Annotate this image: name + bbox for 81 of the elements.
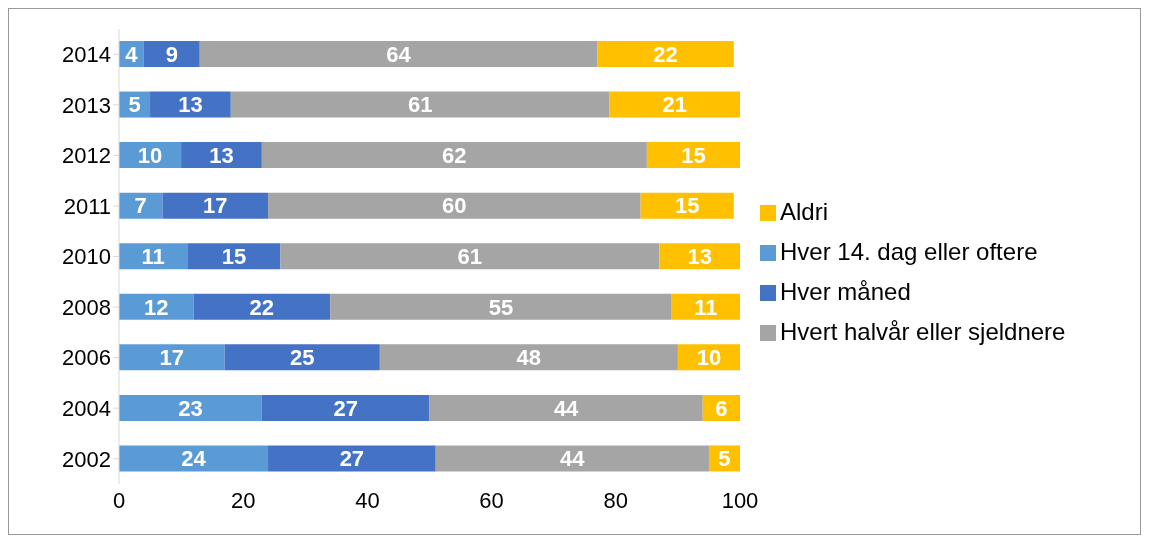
bar	[150, 91, 231, 118]
y-tick-label: 2010	[62, 244, 111, 270]
legend-label: Hvert halvår eller sjeldnere	[780, 317, 1066, 345]
y-tick-label: 2008	[62, 294, 111, 320]
y-tick-label: 2012	[62, 143, 111, 169]
data-label: 27	[339, 446, 365, 472]
bar	[640, 192, 734, 219]
y-tick-label: 2006	[62, 345, 111, 371]
y-tick-label: 2011	[63, 193, 111, 219]
y-tick-label: 2004	[62, 395, 111, 421]
bar	[659, 243, 740, 270]
bar	[119, 344, 225, 371]
legend-label: Hver måned	[780, 277, 911, 305]
data-label: 44	[553, 395, 580, 421]
data-label: 60	[442, 193, 467, 219]
bar	[597, 41, 734, 67]
data-label: 22	[249, 294, 275, 320]
bar	[261, 142, 647, 169]
data-label: 13	[178, 92, 203, 118]
data-label: 4	[125, 41, 139, 67]
data-label: 21	[662, 92, 688, 118]
x-tick-label: 60	[479, 487, 504, 513]
bar	[646, 142, 740, 169]
bar	[280, 243, 660, 270]
bar	[187, 243, 281, 270]
x-tick-label: 20	[230, 487, 256, 513]
x-tick-label: 100	[721, 487, 759, 513]
bar	[230, 91, 610, 118]
bar	[224, 344, 380, 371]
data-label: 15	[681, 142, 706, 168]
data-label: 17	[203, 193, 228, 219]
data-label: 10	[137, 142, 163, 168]
bar	[193, 293, 331, 320]
data-label: 55	[488, 294, 514, 320]
data-label: 7	[134, 193, 147, 219]
bar	[609, 91, 740, 118]
bar	[330, 293, 672, 320]
y-tick-label: 2002	[62, 446, 111, 472]
x-tick-label: 40	[355, 487, 380, 513]
bar	[379, 344, 678, 371]
data-label: 25	[289, 345, 315, 371]
data-label: 48	[516, 345, 542, 371]
data-label: 61	[407, 92, 433, 118]
bar	[143, 41, 200, 67]
data-label: 62	[442, 142, 467, 168]
bar	[119, 445, 269, 472]
y-tick-label: 2014	[62, 42, 111, 68]
bar	[429, 394, 703, 421]
data-label: 17	[159, 345, 185, 371]
data-label: 15	[221, 244, 247, 270]
data-label: 15	[674, 193, 700, 219]
x-tick-label: 0	[112, 487, 126, 513]
bar	[199, 41, 598, 67]
data-label: 27	[333, 395, 358, 421]
data-label: 13	[209, 142, 234, 168]
data-label: 5	[718, 446, 731, 472]
bar	[268, 192, 641, 219]
legend-label: Aldri	[780, 197, 829, 225]
data-label: 61	[457, 244, 483, 270]
bar	[181, 142, 262, 169]
data-label: 13	[687, 244, 712, 270]
y-tick-label: 2013	[62, 92, 111, 118]
legend-label: Hver 14. dag eller oftere	[780, 237, 1038, 265]
data-label: 44	[560, 446, 586, 472]
data-label: 24	[181, 446, 207, 472]
data-label: 12	[144, 294, 169, 320]
data-label: 11	[694, 294, 718, 320]
data-label: 23	[178, 395, 203, 421]
data-label: 64	[386, 41, 412, 67]
x-tick-label: 80	[603, 487, 629, 513]
bar	[119, 394, 262, 421]
data-label: 5	[128, 92, 141, 118]
data-label: 6	[715, 395, 728, 421]
bar	[261, 394, 430, 421]
data-label: 22	[653, 41, 678, 67]
data-label: 9	[165, 41, 178, 67]
bar	[162, 192, 269, 219]
data-label: 11	[141, 244, 165, 270]
bar	[268, 445, 436, 472]
data-label: 10	[696, 345, 722, 371]
bar	[435, 445, 709, 472]
